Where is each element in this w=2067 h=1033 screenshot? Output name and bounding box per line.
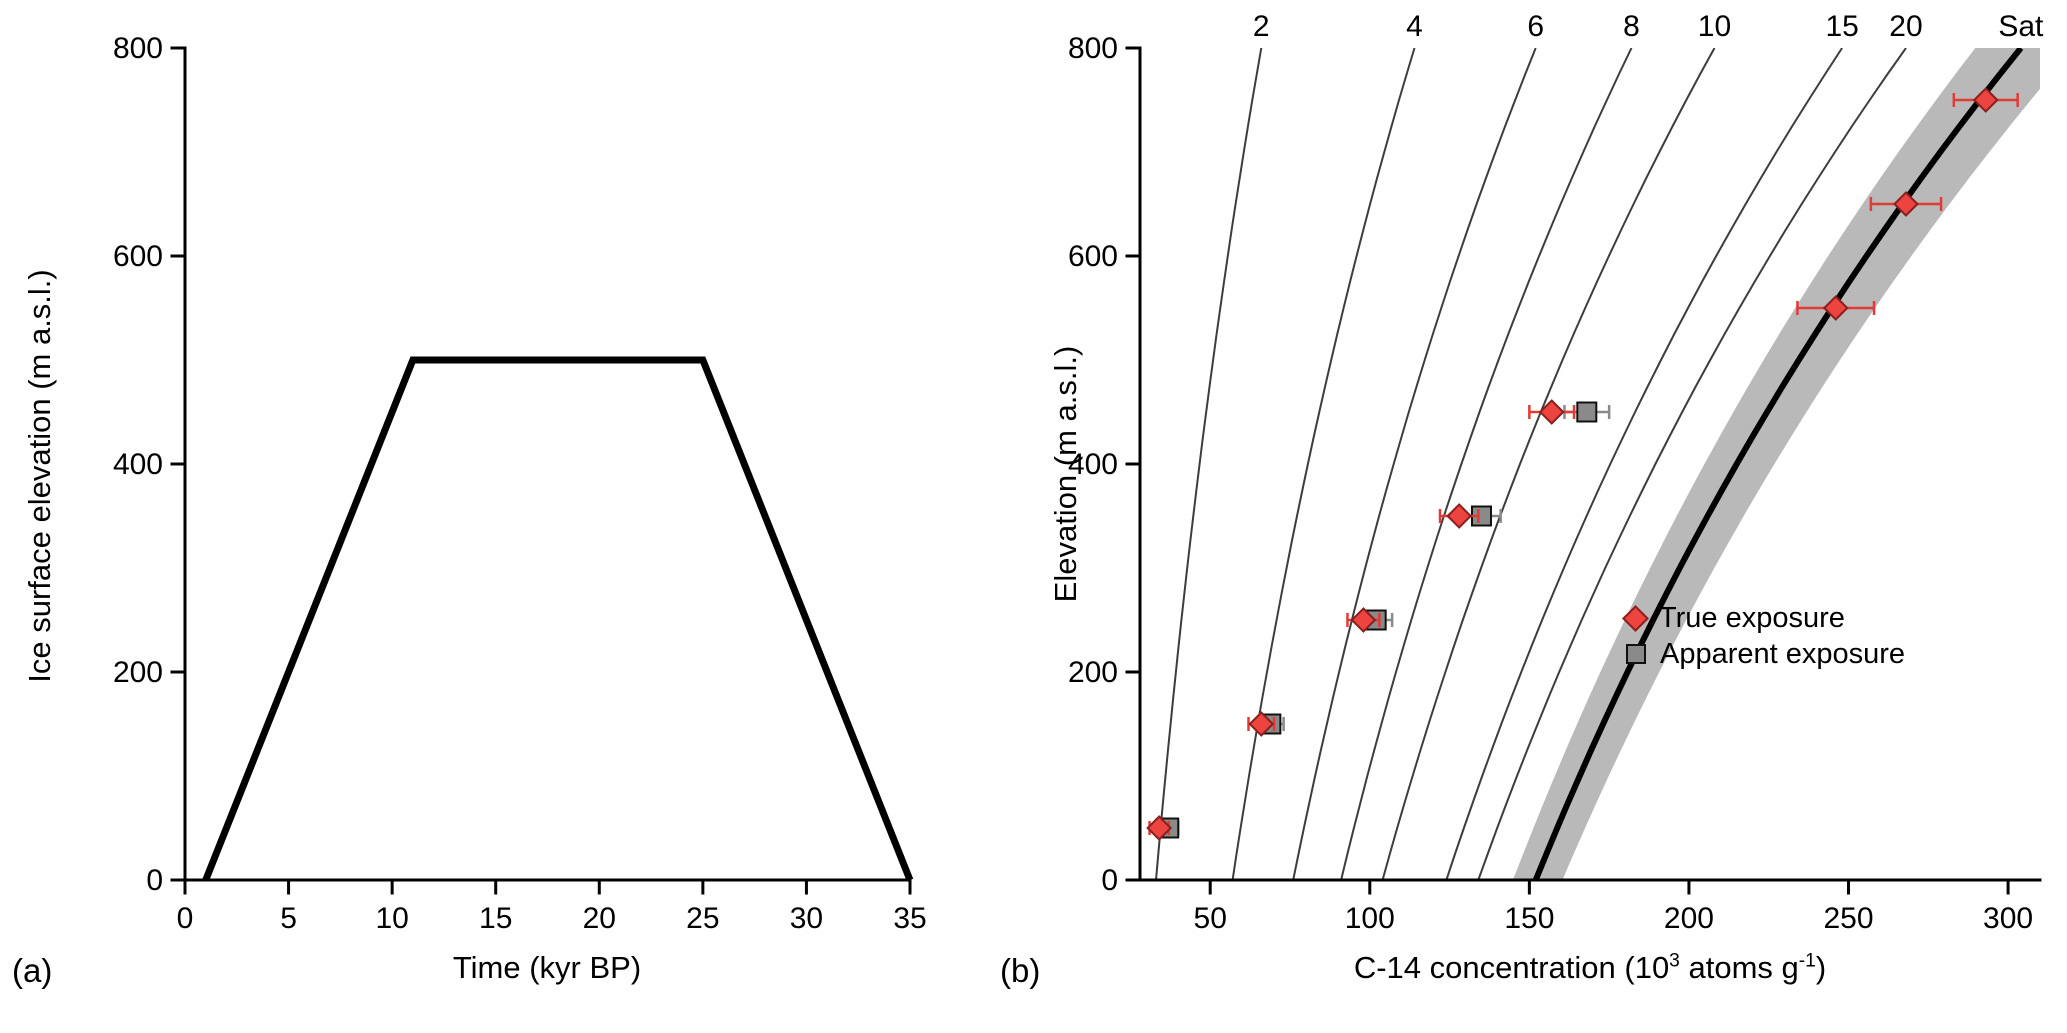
legend-item-true-exposure: True exposure [1622, 600, 1905, 636]
xlabel-text: ) [1815, 950, 1827, 985]
legend-item-apparent-exposure: Apparent exposure [1624, 636, 1905, 672]
isochron-curve-2 [1155, 48, 1263, 880]
xlabel-text: C-14 concentration (10 [1353, 950, 1670, 985]
isochron-curve-20 [1477, 48, 1907, 880]
y-tick-label: 200 [113, 656, 163, 689]
x-tick-label: 30 [790, 902, 823, 935]
isochron-label-2: 2 [1253, 10, 1270, 43]
true-exposure-point [1972, 87, 1999, 113]
isochron-curve-10 [1381, 48, 1716, 880]
isochron-curve-6 [1292, 48, 1537, 880]
legend: True exposure Apparent exposure [1622, 600, 1905, 672]
xlabel-text: atoms g [1679, 950, 1799, 985]
legend-label-true-exposure: True exposure [1659, 601, 1845, 634]
x-tick-label: 100 [1345, 902, 1395, 935]
x-tick-label: 10 [375, 902, 408, 935]
y-tick-label: 0 [146, 864, 163, 897]
x-tick-label: 5 [280, 902, 297, 935]
square-marker-icon [1626, 644, 1646, 664]
isochron-label-6: 6 [1527, 10, 1544, 43]
true-exposure-point [1248, 711, 1275, 737]
panel-a-ylabel: Ice surface elevation (m a.s.l.) [22, 269, 57, 683]
isochron-label-10: 10 [1698, 10, 1731, 43]
x-tick-label: 15 [479, 902, 512, 935]
isochron-label-sat: Sat [1998, 10, 2044, 43]
true-exposure-point [1893, 191, 1919, 217]
isochron-label-4: 4 [1406, 10, 1423, 43]
y-tick-label: 200 [1068, 656, 1118, 689]
isochron-curve-15 [1445, 48, 1843, 880]
apparent-exposure-point [1576, 401, 1598, 423]
y-tick-label: 400 [113, 448, 163, 481]
y-tick-label: 600 [1068, 240, 1118, 273]
y-tick-label: 600 [113, 240, 163, 273]
isochron-curve-8 [1340, 48, 1633, 880]
x-tick-label: 20 [583, 902, 616, 935]
x-tick-label: 50 [1194, 902, 1227, 935]
isochron-curve-4 [1231, 48, 1416, 880]
x-tick-label: 250 [1823, 902, 1873, 935]
xlabel-superscript: 3 [1669, 950, 1680, 972]
x-tick-label: 35 [893, 902, 926, 935]
panel-b: 2 4 6 8 10 15 20 Sat 50 100 150 200 250 300 0 200 400 600… [1068, 10, 2044, 935]
isochron-label-8: 8 [1623, 10, 1640, 43]
y-tick-label: 800 [113, 32, 163, 65]
x-tick-label: 150 [1504, 902, 1554, 935]
ice-surface-line [202, 356, 914, 882]
panel-b-plot [1146, 48, 2040, 880]
panel-b-letter: (b) [1000, 952, 1041, 989]
true-exposure-point [1350, 607, 1377, 633]
panel-a: 0 5 10 15 20 25 30 35 0 200 400 600 800 [113, 32, 927, 935]
true-exposure-point [1538, 399, 1565, 425]
y-tick-label: 0 [1101, 864, 1118, 897]
panel-b-ylabel: Elevation (m a.s.l.) [1048, 345, 1083, 603]
y-tick-label: 800 [1068, 32, 1118, 65]
true-exposure-point [1822, 295, 1849, 321]
legend-label-apparent-exposure: Apparent exposure [1660, 637, 1906, 670]
x-tick-label: 25 [686, 902, 719, 935]
x-tick-label: 0 [177, 902, 194, 935]
saturation-band [1512, 48, 2040, 880]
panel-a-xlabel: Time (kyr BP) [452, 950, 642, 985]
x-tick-label: 300 [1983, 902, 2033, 935]
true-exposure-point [1446, 503, 1473, 529]
isochron-label-20: 20 [1889, 10, 1922, 43]
xlabel-superscript: -1 [1798, 950, 1816, 972]
saturation-curve [1532, 48, 2024, 880]
isochron-label-15: 15 [1825, 10, 1858, 43]
panel-a-letter: (a) [12, 952, 53, 989]
y-tick-label: 400 [1068, 448, 1118, 481]
diamond-marker-icon [1622, 604, 1649, 632]
true-exposure-point [1146, 815, 1173, 841]
x-tick-label: 200 [1664, 902, 1714, 935]
panel-b-xlabel: C-14 concentration (103 atoms g-1) [1354, 950, 1826, 986]
